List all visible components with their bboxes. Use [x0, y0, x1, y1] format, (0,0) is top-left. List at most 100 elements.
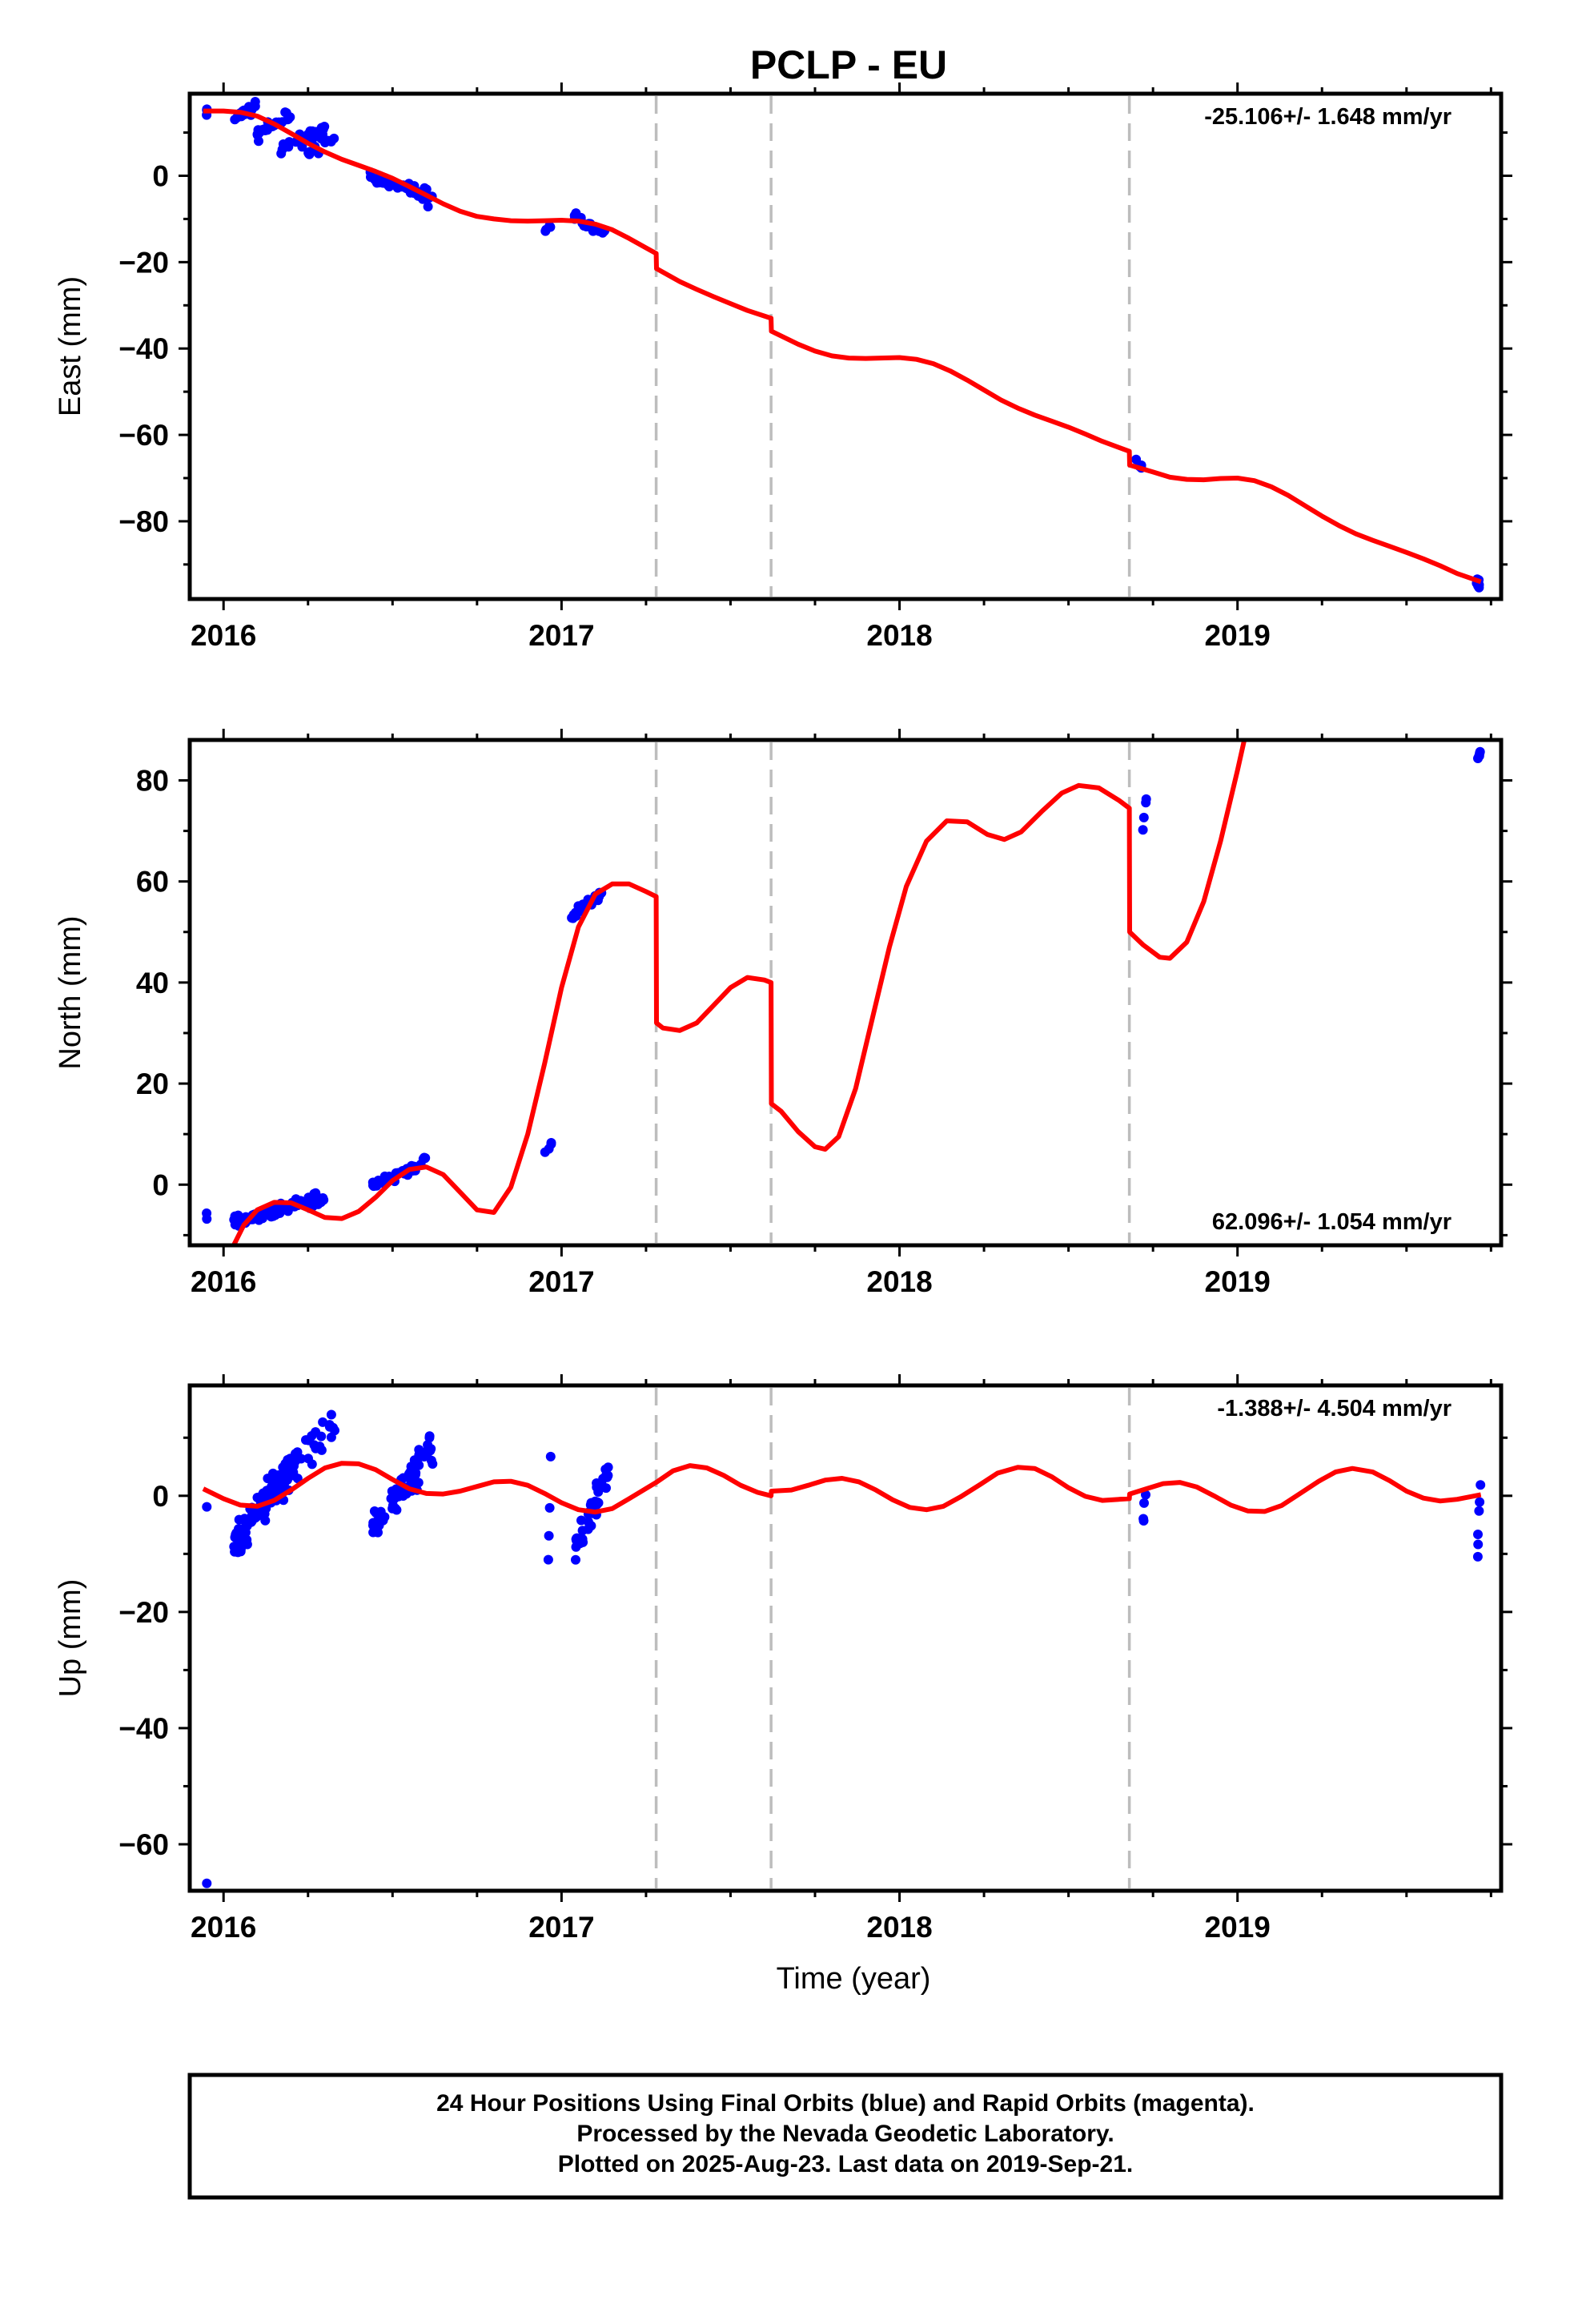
- north-position-point: [568, 911, 579, 922]
- up-position-point: [1473, 1539, 1484, 1550]
- east-x-tick-label: 2017: [528, 619, 594, 652]
- north-position-point: [367, 1177, 378, 1188]
- up-rate-label: -1.388+/- 4.504 mm/yr: [1217, 1396, 1452, 1421]
- east-y-tick-label: 0: [152, 159, 169, 192]
- up-position-point: [398, 1473, 408, 1483]
- east-rate-label: -25.106+/- 1.648 mm/yr: [1204, 104, 1452, 130]
- footer-line-2: Processed by the Nevada Geodetic Laborat…: [576, 2121, 1114, 2147]
- north-x-tick-label: 2017: [528, 1265, 594, 1298]
- east-position-point: [250, 97, 260, 107]
- up-panel: 2016 2017 2018 2019 0 −20 −40 −60 Up (mm) Time (y…: [54, 1374, 1512, 1996]
- north-x-tick-label: 2018: [866, 1265, 932, 1298]
- up-position-point: [393, 1491, 404, 1502]
- up-position-point: [390, 1503, 400, 1514]
- up-position-point: [601, 1483, 611, 1494]
- east-position-point: [572, 211, 582, 221]
- up-position-point: [234, 1526, 244, 1537]
- east-y-tick-label: −80: [118, 505, 169, 538]
- up-y-tick-label: −60: [118, 1828, 169, 1861]
- north-position-point: [202, 1208, 212, 1218]
- up-position-point: [585, 1500, 596, 1510]
- up-plot-frame: [187, 1383, 1504, 1893]
- up-position-point: [577, 1526, 588, 1536]
- up-position-point: [545, 1451, 556, 1462]
- up-position-point: [544, 1530, 554, 1541]
- north-y-tick-label: 20: [136, 1068, 169, 1100]
- up-position-point: [583, 1517, 593, 1527]
- up-position-point: [273, 1470, 283, 1480]
- up-position-point: [316, 1431, 327, 1441]
- north-position-point: [313, 1192, 323, 1203]
- up-position-point: [571, 1554, 580, 1565]
- up-position-point: [375, 1506, 386, 1517]
- north-x-tick-label: 2019: [1205, 1265, 1271, 1298]
- east-x-tick-label: 2018: [866, 619, 932, 652]
- up-position-point: [278, 1462, 288, 1473]
- up-position-point: [414, 1445, 424, 1455]
- up-position-point: [303, 1454, 313, 1464]
- up-position-point: [1473, 1530, 1483, 1539]
- north-model-curve: [231, 740, 1247, 1245]
- north-position-point: [1474, 751, 1484, 761]
- east-plot-frame: [187, 91, 1504, 601]
- east-position-point: [423, 202, 433, 211]
- north-panel: 2016 2017 2018 2019 0 20 40 60 80 North (mm) 62.09…: [54, 729, 1512, 1298]
- east-y-axis-label: East (mm): [54, 276, 87, 416]
- up-model-curve: [202, 1461, 1482, 1515]
- up-y-axis-label: Up (mm): [54, 1579, 87, 1698]
- up-position-point: [1474, 1506, 1484, 1516]
- east-position-point: [544, 221, 555, 231]
- east-model-curve: [203, 108, 1482, 585]
- east-y-tick-label: −60: [118, 419, 169, 452]
- up-y-tick-label: −20: [118, 1596, 169, 1629]
- up-position-point: [202, 1878, 212, 1888]
- up-position-point: [292, 1474, 303, 1484]
- footer-box: 24 Hour Positions Using Final Orbits (bl…: [187, 2073, 1504, 2200]
- north-position-point: [1141, 794, 1151, 804]
- up-position-point: [373, 1527, 383, 1538]
- up-position-point: [274, 1478, 284, 1489]
- up-position-point: [285, 1454, 295, 1464]
- up-position-point: [603, 1470, 613, 1481]
- footer-line-1: 24 Hour Positions Using Final Orbits (bl…: [436, 2090, 1255, 2117]
- figure-title: PCLP - EU: [750, 42, 947, 87]
- north-y-tick-label: 0: [152, 1168, 169, 1201]
- east-position-point: [303, 129, 313, 139]
- up-position-point: [409, 1455, 420, 1466]
- up-x-tick-label: 2018: [866, 1911, 932, 1944]
- up-position-point: [543, 1554, 553, 1565]
- up-position-point: [411, 1470, 420, 1480]
- north-plot-frame: [187, 738, 1504, 1248]
- up-position-point: [426, 1455, 436, 1466]
- north-rate-label: 62.096+/- 1.054 mm/yr: [1212, 1209, 1452, 1235]
- footer-line-3: Plotted on 2025-Aug-23. Last data on 201…: [558, 2151, 1134, 2177]
- north-position-point: [544, 1144, 554, 1154]
- up-position-point: [326, 1409, 336, 1420]
- up-position-point: [1139, 1498, 1149, 1508]
- east-position-point: [326, 136, 336, 147]
- up-position-point: [544, 1502, 555, 1513]
- east-position-point: [297, 142, 307, 152]
- north-position-point: [271, 1207, 281, 1216]
- north-position-point: [1138, 825, 1148, 835]
- east-x-tick-label: 2016: [191, 619, 256, 652]
- up-position-point: [1476, 1480, 1486, 1490]
- up-position-point: [1472, 1551, 1483, 1562]
- up-position-point: [296, 1454, 307, 1464]
- up-position-point: [260, 1515, 271, 1526]
- north-x-tick-label: 2016: [191, 1265, 256, 1298]
- up-x-tick-label: 2017: [528, 1911, 594, 1944]
- north-y-tick-label: 80: [136, 764, 169, 797]
- east-position-point: [372, 175, 383, 186]
- up-position-point: [258, 1488, 268, 1498]
- up-position-point: [242, 1534, 252, 1545]
- east-position-point: [277, 144, 287, 155]
- east-y-tick-label: −40: [118, 332, 169, 365]
- north-position-point: [295, 1196, 306, 1206]
- east-x-tick-label: 2019: [1205, 619, 1271, 652]
- east-panel: 2016 2017 2018 2019 0 −20 −40 −60 −80 East (mm) -2…: [54, 82, 1512, 652]
- footer-frame: [187, 2073, 1504, 2200]
- east-y-tick-label: −20: [118, 246, 169, 279]
- up-position-point: [571, 1542, 581, 1552]
